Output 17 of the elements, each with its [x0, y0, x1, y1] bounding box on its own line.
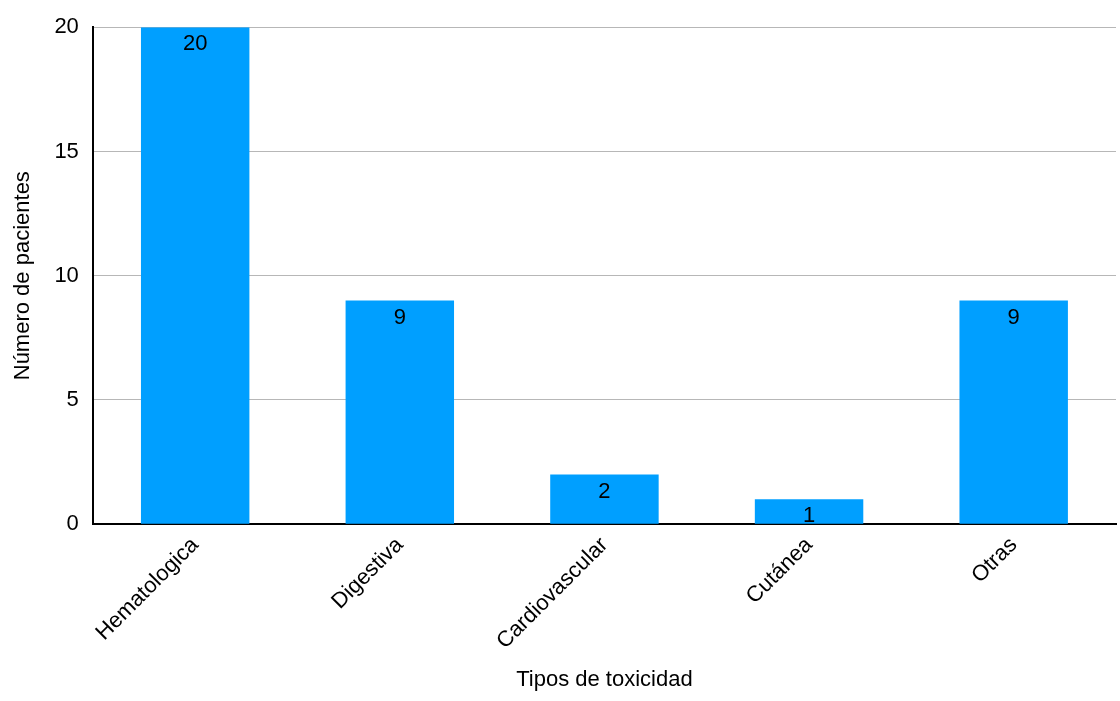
bar — [959, 300, 1068, 524]
x-axis-title: Tipos de toxicidad — [516, 665, 693, 691]
bar — [550, 474, 659, 524]
y-axis-title: Número de pacientes — [9, 171, 35, 381]
y-tick-label: 0 — [66, 510, 79, 536]
y-tick-label: 10 — [54, 261, 79, 287]
data-label: 9 — [1007, 303, 1020, 329]
y-tick-label: 5 — [66, 386, 79, 411]
bar — [140, 27, 250, 524]
data-label: 1 — [802, 502, 816, 528]
data-label: 20 — [182, 30, 208, 56]
y-tick-label: 15 — [54, 137, 79, 163]
data-label: 2 — [598, 477, 611, 503]
y-tick-label: 20 — [54, 13, 79, 39]
data-label: 9 — [393, 303, 406, 329]
bar — [754, 499, 864, 524]
bar — [345, 300, 455, 524]
